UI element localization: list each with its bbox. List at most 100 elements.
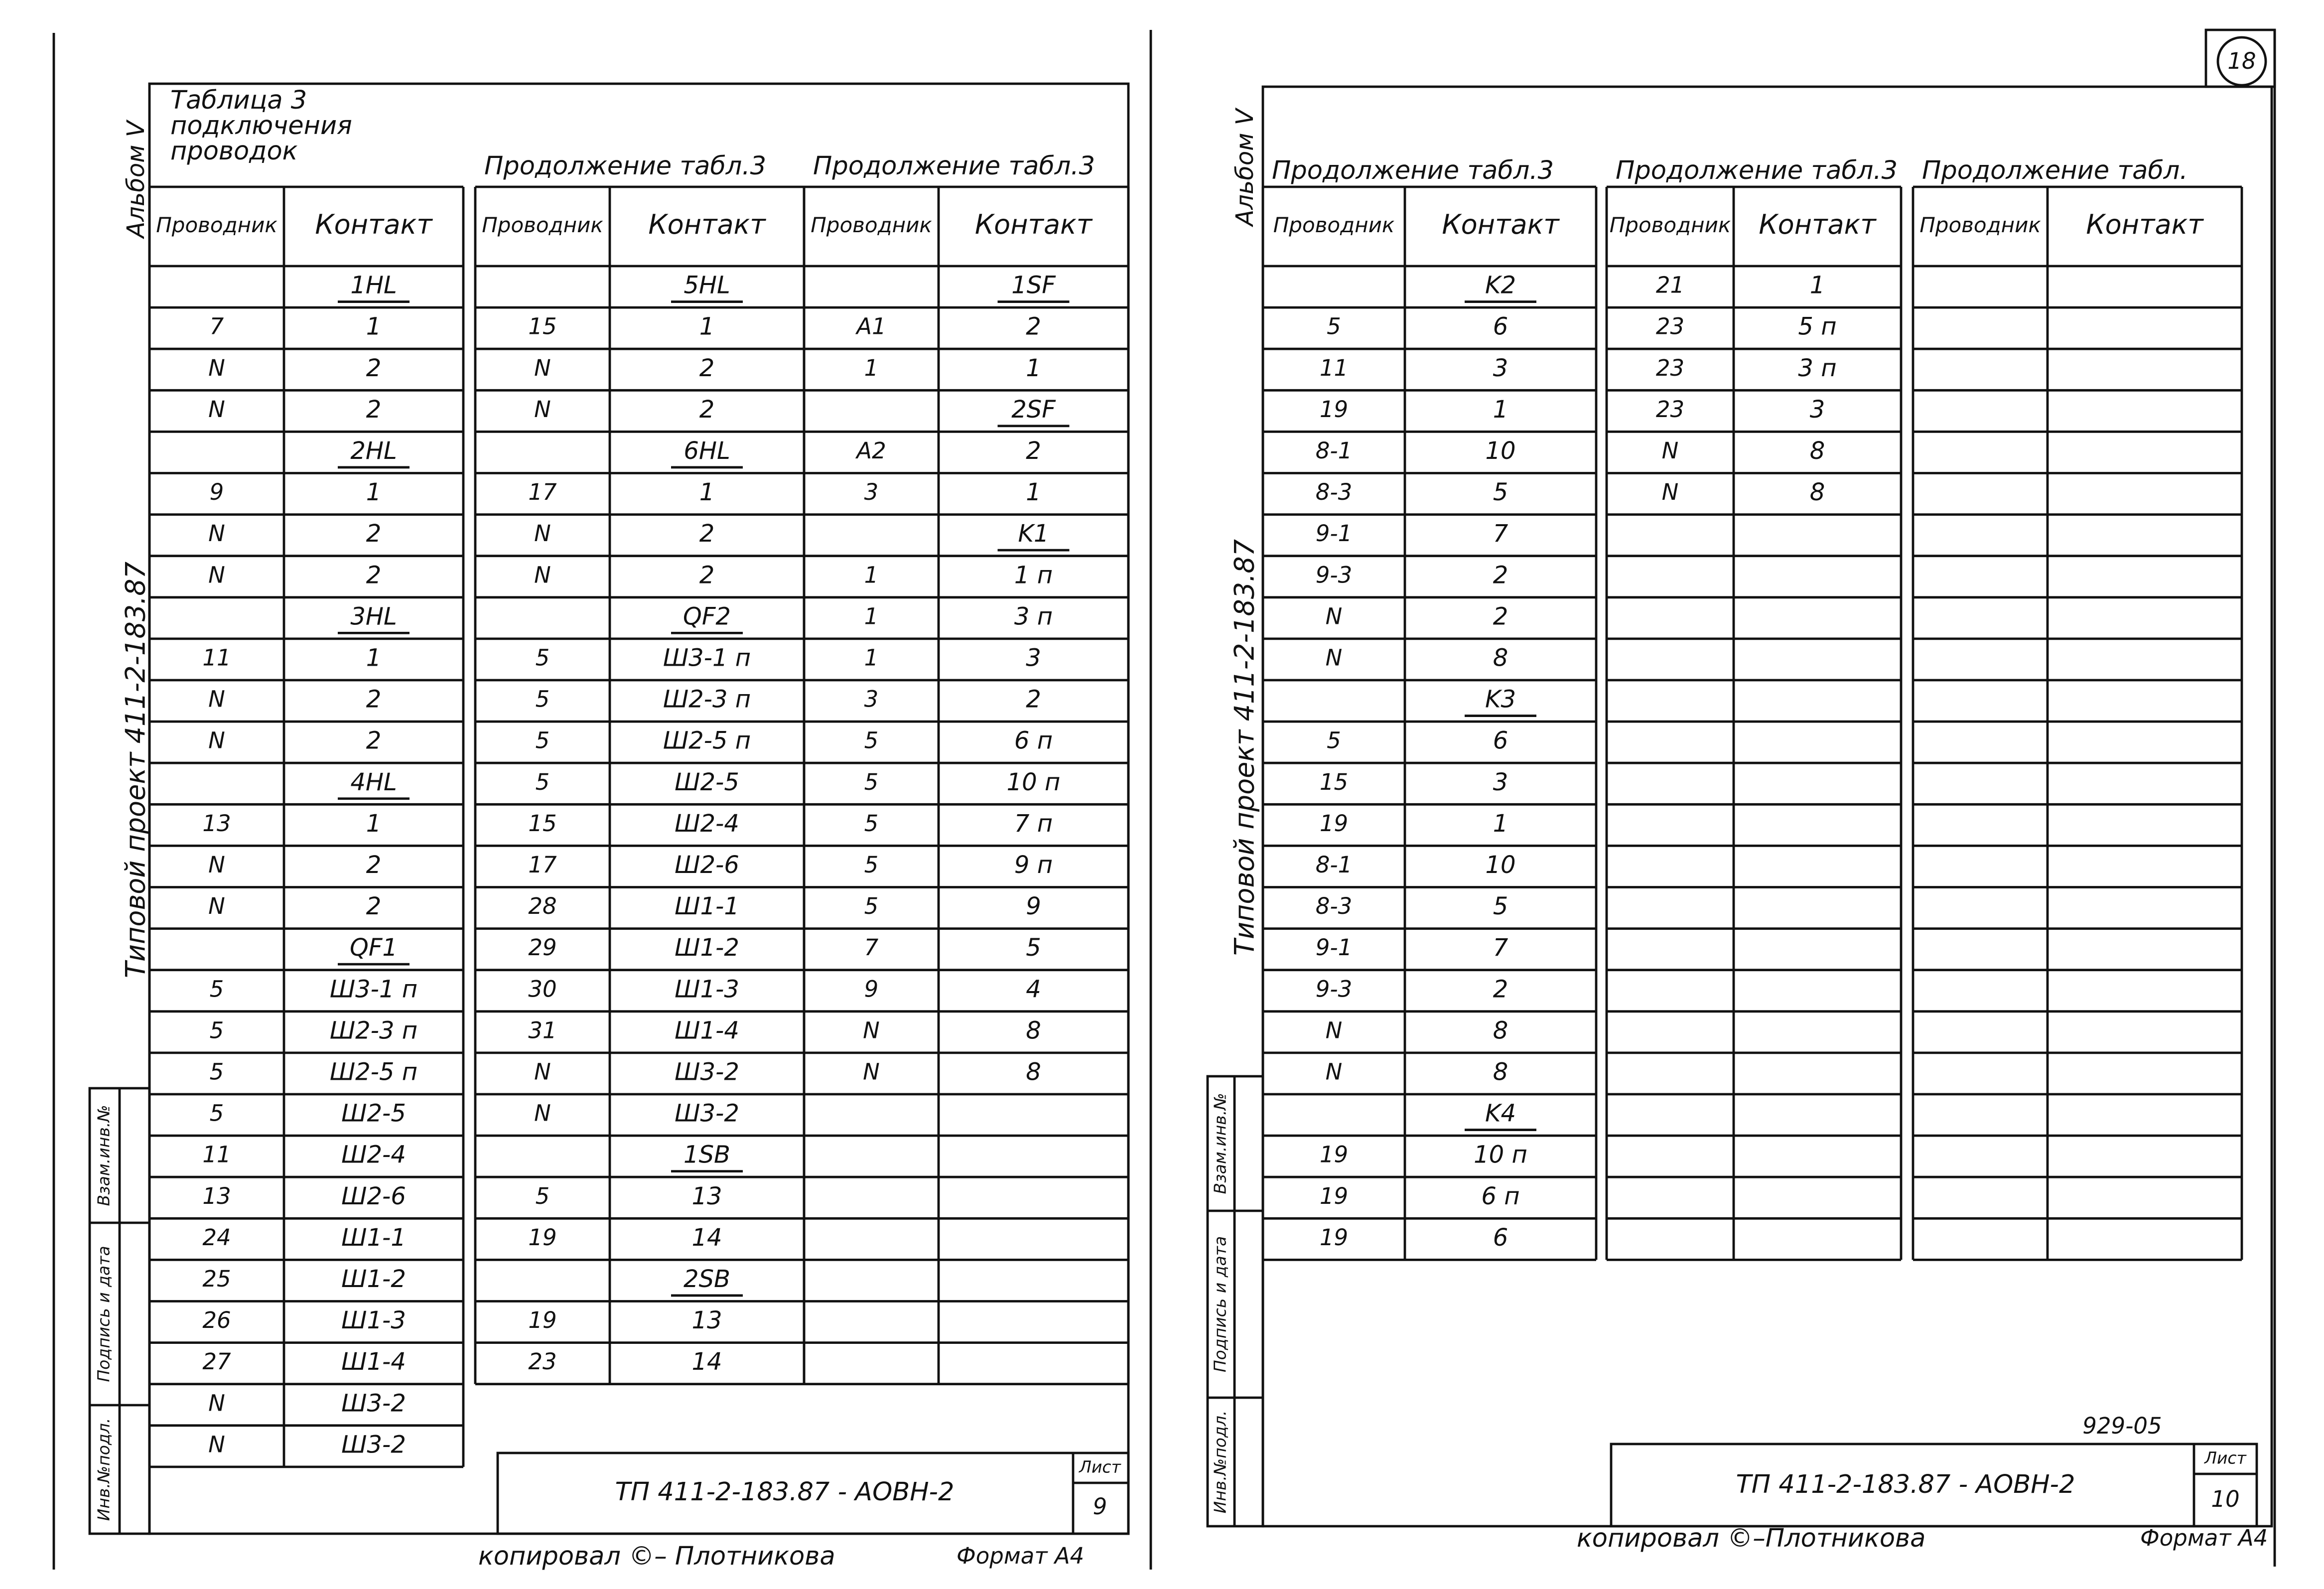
contact: 5 — [1026, 934, 1041, 962]
conductor: 9 — [864, 976, 879, 1002]
archive-number: 929-05 — [2082, 1413, 2162, 1439]
conductor: 23 — [528, 1348, 556, 1375]
conductor: 5 — [1327, 313, 1341, 340]
conductor: 25 — [202, 1266, 231, 1292]
contact: 9 п — [1014, 851, 1053, 879]
page-circle — [2216, 36, 2267, 87]
contact: 3 — [1493, 354, 1508, 382]
contact: 2 — [366, 561, 382, 589]
column-header: Контакт — [1442, 209, 1560, 240]
contact: 1 — [366, 478, 382, 506]
conductor: 5 — [536, 769, 550, 795]
contact: 2 — [366, 892, 382, 920]
contact: 13 — [691, 1306, 722, 1334]
contact: 10 — [1485, 851, 1515, 879]
footer-format: Формат А4 — [957, 1543, 1084, 1569]
conductor: 15 — [1320, 769, 1348, 795]
device-name: 3HL — [350, 602, 397, 630]
contact: 7 — [1493, 520, 1508, 548]
device-name: 1SF — [1011, 272, 1056, 299]
contact: 1 — [1493, 396, 1508, 424]
contact: 2 — [1026, 686, 1041, 714]
contact: Ш2-5 — [341, 1100, 406, 1128]
conductor: 19 — [1320, 396, 1348, 423]
conductor: 17 — [528, 479, 557, 505]
conductor: N — [1326, 1017, 1343, 1043]
conductor: 1 — [864, 355, 879, 381]
contact: 3 — [1493, 768, 1508, 796]
conductor: 19 — [1320, 1142, 1348, 1168]
conductor: 7 — [864, 934, 879, 961]
project-label: Типовой проект 411-2-183.87 — [120, 562, 151, 978]
table-title: Таблица 3 — [170, 86, 307, 115]
contact: Ш3-2 — [675, 1058, 739, 1086]
conductor: N — [1662, 437, 1679, 464]
table-title: Продолжение табл. — [1922, 156, 2188, 185]
conductor: 5 — [1327, 727, 1341, 754]
conductor: N — [208, 1390, 225, 1416]
device-name: 2HL — [350, 437, 397, 465]
contact: Ш2-3 п — [330, 1016, 417, 1044]
table-title: Продолжение табл.3 — [813, 151, 1095, 181]
conductor: 3 — [864, 479, 879, 505]
contact: 8 — [1026, 1058, 1041, 1086]
album-label: Альбом V — [1231, 107, 1259, 227]
contact: 14 — [691, 1224, 722, 1252]
conductor: 11 — [202, 644, 231, 671]
conductor: 21 — [1656, 272, 1684, 298]
conductor: N — [534, 1058, 551, 1085]
conductor: 30 — [528, 976, 556, 1002]
conductor: 31 — [528, 1017, 556, 1043]
contact: 7 — [1493, 934, 1508, 962]
contact: 2 — [366, 354, 382, 382]
conductor: 23 — [1656, 355, 1684, 381]
conductor: 5 — [864, 810, 879, 837]
contact: 2 — [1493, 975, 1508, 1003]
column-header: Контакт — [2086, 209, 2204, 240]
contact: 2 — [1026, 437, 1041, 465]
stamp-code: ТП 411-2-183.87 - АОВН-2 — [615, 1477, 955, 1507]
contact: 3 п — [1798, 354, 1836, 382]
contact: 1 — [366, 644, 382, 672]
side-stamp-label: Инв.№подл. — [1211, 1411, 1230, 1514]
contact: Ш2-5 п — [663, 727, 751, 755]
conductor: N — [208, 396, 225, 423]
conductor: 5 — [536, 686, 550, 713]
conductor: 9-1 — [1316, 520, 1353, 547]
contact: 2 — [366, 727, 382, 755]
conductor: 13 — [202, 810, 231, 837]
contact: Ш1-3 — [341, 1306, 406, 1334]
conductor: 19 — [528, 1307, 556, 1333]
conductor: 24 — [202, 1224, 231, 1251]
table-title: Продолжение табл.3 — [1616, 156, 1898, 185]
contact: 1 — [1493, 810, 1508, 838]
conductor: A2 — [855, 437, 886, 464]
contact: Ш2-4 — [341, 1141, 406, 1169]
conductor: N — [1326, 1058, 1343, 1085]
conductor: N — [208, 520, 225, 547]
contact: 8 — [1810, 437, 1825, 465]
contact: 8 — [1026, 1016, 1041, 1044]
conductor: 5 — [864, 852, 879, 878]
sheet-number: 9 — [1093, 1493, 1107, 1520]
contact: 8 — [1493, 1058, 1508, 1086]
contact: 6 п — [1014, 727, 1053, 755]
conductor: 5 — [536, 727, 550, 754]
column-header: Проводник — [811, 213, 932, 237]
conductor: 17 — [528, 852, 557, 878]
conductor: N — [534, 520, 551, 547]
conductor: 9-3 — [1316, 976, 1353, 1002]
contact: 1 — [1810, 272, 1825, 299]
project-label: Типовой проект 411-2-183.87 — [1229, 539, 1260, 956]
conductor: N — [208, 727, 225, 754]
conductor: 28 — [528, 893, 556, 919]
contact: 2 — [699, 396, 715, 424]
contact: 6 — [1493, 1224, 1508, 1252]
conductor: N — [863, 1058, 880, 1085]
contact: 2 — [699, 561, 715, 589]
device-name: K1 — [1018, 520, 1049, 548]
contact: 1 — [1026, 478, 1041, 506]
contact: Ш3-1 п — [663, 644, 751, 672]
